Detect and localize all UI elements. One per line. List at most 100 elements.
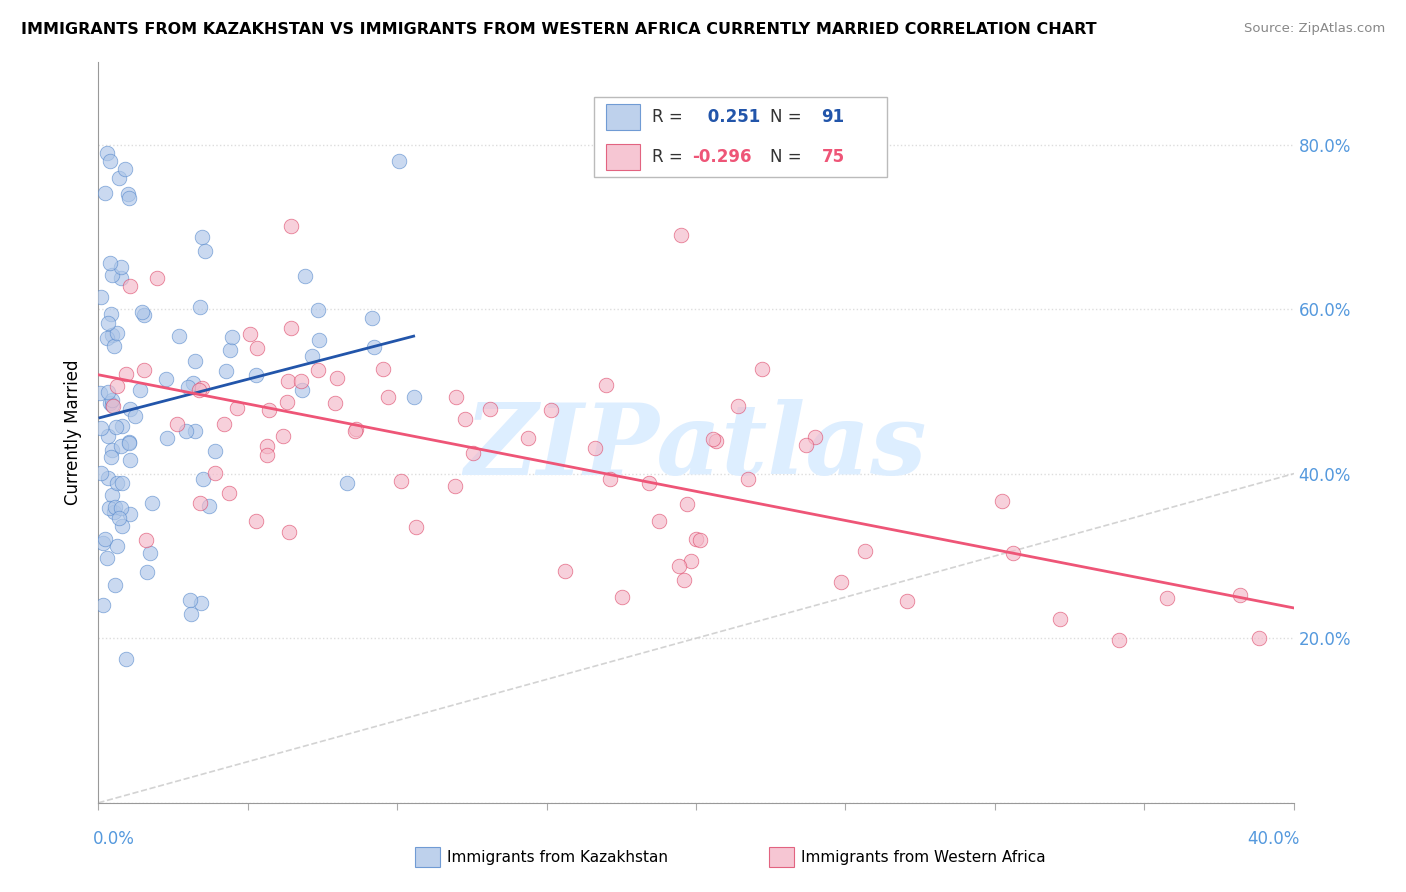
Point xyxy=(110,260,132,274)
Point xyxy=(1229,588,1251,602)
Point xyxy=(638,475,661,490)
Point xyxy=(672,573,695,587)
Point xyxy=(111,519,134,533)
Point xyxy=(132,308,155,322)
Point xyxy=(454,412,477,426)
Point xyxy=(96,384,118,399)
Point xyxy=(101,268,124,283)
Text: 75: 75 xyxy=(821,148,845,166)
Point xyxy=(131,304,153,318)
Point xyxy=(105,326,128,340)
Text: Source: ZipAtlas.com: Source: ZipAtlas.com xyxy=(1244,22,1385,36)
Point xyxy=(405,520,427,534)
Point xyxy=(115,652,138,666)
Point xyxy=(104,500,127,515)
Text: 91: 91 xyxy=(821,108,845,126)
Point xyxy=(1049,612,1071,626)
Text: Immigrants from Kazakhstan: Immigrants from Kazakhstan xyxy=(447,850,668,864)
Point xyxy=(256,449,278,463)
Point xyxy=(97,316,120,330)
Point xyxy=(94,186,117,200)
Point xyxy=(308,333,330,347)
Point xyxy=(583,442,606,456)
Point xyxy=(830,574,852,589)
Point xyxy=(363,340,385,354)
Point xyxy=(290,374,312,388)
Text: R =: R = xyxy=(652,108,688,126)
Point xyxy=(100,450,122,464)
Point xyxy=(804,430,827,444)
Point xyxy=(120,279,142,293)
Point xyxy=(141,496,163,510)
Point xyxy=(91,536,114,550)
Point xyxy=(323,396,346,410)
Point xyxy=(276,394,298,409)
Point xyxy=(517,431,540,445)
Point xyxy=(689,533,711,548)
Point xyxy=(111,419,134,434)
Point xyxy=(676,497,699,511)
Point xyxy=(245,514,267,528)
Point xyxy=(103,339,125,353)
Point xyxy=(184,354,207,368)
Point xyxy=(1108,632,1130,647)
Point xyxy=(737,472,759,486)
Point xyxy=(669,228,692,243)
Point xyxy=(184,425,207,439)
Point xyxy=(221,330,243,344)
Point xyxy=(307,363,329,377)
Point xyxy=(105,476,128,491)
Point xyxy=(90,290,112,304)
Point xyxy=(105,539,128,553)
Point xyxy=(668,559,690,574)
Point xyxy=(118,435,141,450)
Point xyxy=(277,524,299,539)
Point xyxy=(155,371,177,385)
Point xyxy=(796,438,818,452)
Point xyxy=(277,374,299,388)
Point xyxy=(105,379,128,393)
Point xyxy=(146,270,169,285)
Point xyxy=(853,544,876,558)
Point xyxy=(179,593,201,607)
Point xyxy=(187,383,209,397)
Point xyxy=(134,363,156,377)
Point xyxy=(194,244,217,259)
Point xyxy=(108,511,131,525)
Point xyxy=(118,507,141,521)
Point xyxy=(111,476,134,491)
Point xyxy=(294,269,316,284)
Point xyxy=(291,383,314,397)
Point xyxy=(104,420,127,434)
Point xyxy=(91,598,114,612)
Point xyxy=(246,341,269,355)
Point xyxy=(90,466,112,480)
Point xyxy=(180,607,202,621)
Point xyxy=(685,532,707,546)
FancyBboxPatch shape xyxy=(606,103,640,130)
FancyBboxPatch shape xyxy=(595,97,887,178)
Point xyxy=(110,501,132,516)
Point xyxy=(191,229,214,244)
Point xyxy=(118,453,141,467)
Point xyxy=(139,546,162,560)
Point xyxy=(704,434,727,448)
Point xyxy=(110,439,132,453)
Point xyxy=(336,475,359,490)
Point xyxy=(595,378,617,392)
Point xyxy=(360,311,382,326)
Point xyxy=(101,398,124,412)
Point xyxy=(461,446,484,460)
Point xyxy=(444,390,467,404)
Point xyxy=(1156,591,1178,606)
Point xyxy=(124,409,146,423)
Point xyxy=(188,300,211,314)
Point xyxy=(118,191,141,205)
Point xyxy=(135,533,157,548)
Point xyxy=(177,380,200,394)
Point xyxy=(114,368,136,382)
Text: R =: R = xyxy=(652,148,688,166)
Point xyxy=(166,417,188,432)
Point xyxy=(108,170,131,185)
Point xyxy=(188,496,211,510)
